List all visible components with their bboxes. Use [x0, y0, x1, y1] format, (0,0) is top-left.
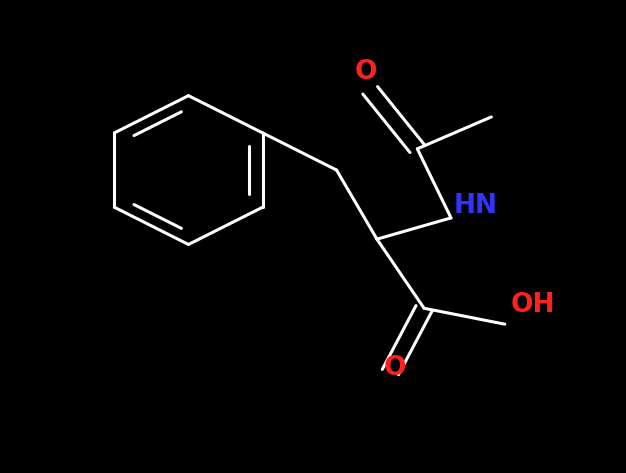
Text: HN: HN [454, 193, 498, 219]
Text: O: O [355, 59, 377, 85]
Text: O: O [383, 355, 406, 381]
Text: OH: OH [510, 292, 555, 318]
